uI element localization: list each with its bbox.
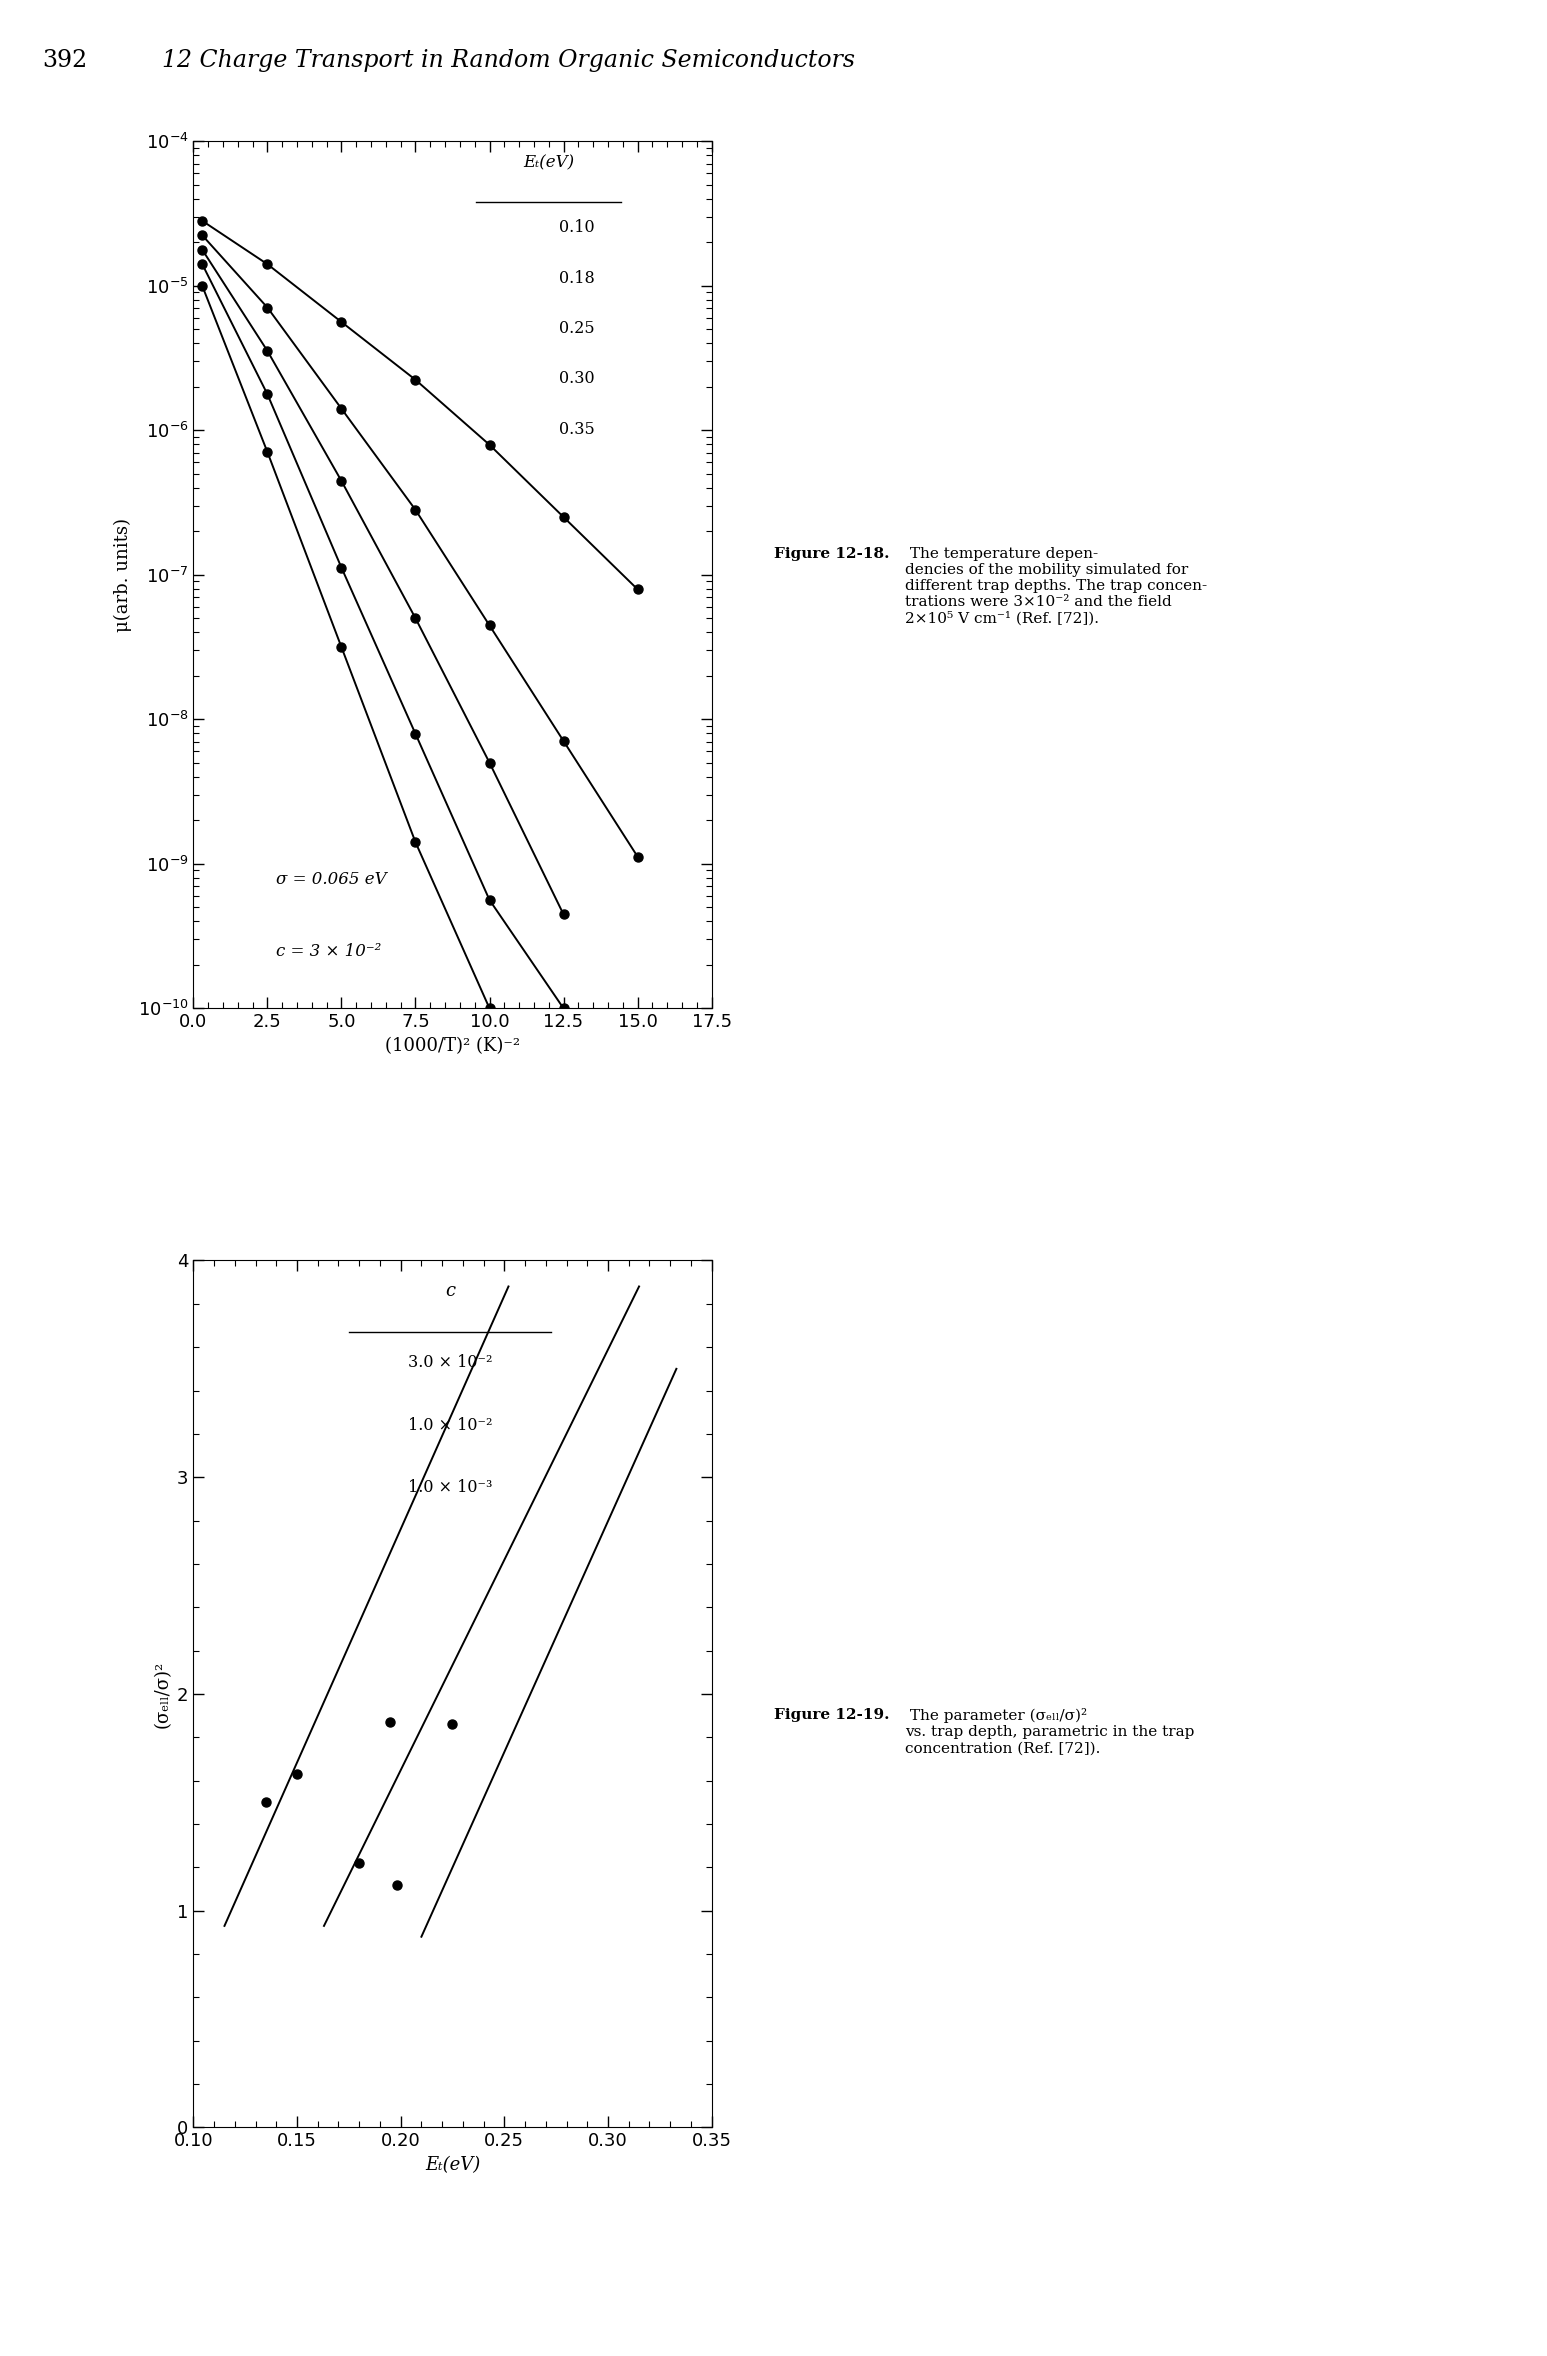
Text: The parameter (σₑₗₗ/σ)²
vs. trap depth, parametric in the trap
concentration (Re: The parameter (σₑₗₗ/σ)² vs. trap depth, … — [905, 1708, 1194, 1755]
X-axis label: Eₜ(eV): Eₜ(eV) — [425, 2156, 480, 2175]
Text: 0.30: 0.30 — [558, 370, 594, 386]
Text: Figure 12-18.: Figure 12-18. — [774, 547, 890, 561]
X-axis label: (1000/T)² (K)⁻²: (1000/T)² (K)⁻² — [385, 1037, 520, 1055]
Text: 0.35: 0.35 — [558, 419, 594, 438]
Y-axis label: μ(arb. units): μ(arb. units) — [114, 518, 131, 631]
Text: 0.18: 0.18 — [558, 269, 594, 287]
Text: c = 3 × 10⁻²: c = 3 × 10⁻² — [277, 942, 382, 961]
Text: 0.25: 0.25 — [558, 320, 594, 337]
Text: 1.0 × 10⁻³: 1.0 × 10⁻³ — [408, 1480, 492, 1496]
Text: 0.10: 0.10 — [558, 219, 594, 236]
Text: c: c — [446, 1282, 455, 1301]
Text: Figure 12-19.: Figure 12-19. — [774, 1708, 890, 1722]
Text: 3.0 × 10⁻²: 3.0 × 10⁻² — [408, 1355, 492, 1371]
Y-axis label: (σₑₗₗ/σ)²: (σₑₗₗ/σ)² — [153, 1661, 172, 1727]
Text: 392: 392 — [42, 49, 87, 73]
Text: 12 Charge Transport in Random Organic Semiconductors: 12 Charge Transport in Random Organic Se… — [162, 49, 855, 73]
Text: 1.0 × 10⁻²: 1.0 × 10⁻² — [408, 1416, 492, 1432]
Text: Eₜ(eV): Eₜ(eV) — [523, 155, 574, 172]
Text: The temperature depen-
dencies of the mobility simulated for
different trap dept: The temperature depen- dencies of the mo… — [905, 547, 1207, 627]
Text: σ = 0.065 eV: σ = 0.065 eV — [277, 872, 387, 888]
